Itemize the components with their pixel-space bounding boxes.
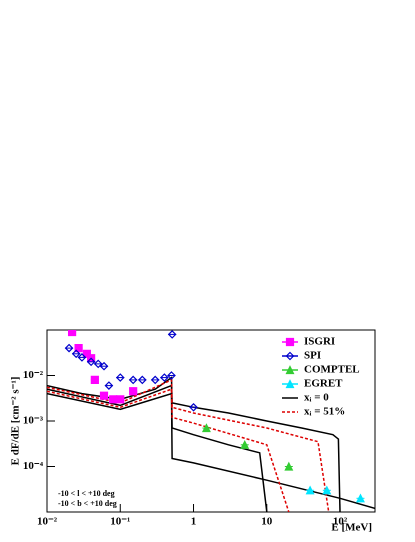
x-tick-label: 10² <box>333 516 348 528</box>
data-point <box>109 395 118 404</box>
data-point <box>240 439 250 449</box>
annotation: -10 < b < +10 deg <box>58 499 117 508</box>
data-point <box>86 357 96 367</box>
data-point <box>201 423 211 433</box>
legend-label: xᵢ = 51% <box>304 406 345 418</box>
y-tick-label: 10⁻⁴ <box>23 460 44 472</box>
data-point <box>93 359 103 369</box>
data-point <box>128 375 138 385</box>
data-point <box>189 402 198 412</box>
plot-frame <box>46 329 376 513</box>
data-point <box>115 373 125 382</box>
data-point <box>90 375 99 385</box>
data-point <box>285 337 295 347</box>
data-point <box>284 461 294 471</box>
data-point <box>77 353 87 362</box>
model-curve <box>47 384 268 512</box>
legend-label: xᵢ = 0 <box>304 392 329 404</box>
data-point <box>64 343 74 353</box>
data-point <box>167 371 176 380</box>
data-point <box>116 395 125 404</box>
data-point <box>104 381 114 390</box>
legend-label: EGRET <box>304 378 343 390</box>
data-point <box>322 485 332 495</box>
x-tick-label: 10 <box>261 516 273 528</box>
data-point <box>129 387 138 396</box>
data-point <box>99 391 109 400</box>
y-tick-label: 10⁻³ <box>23 415 44 427</box>
plot-area <box>47 330 375 512</box>
data-point <box>355 493 365 503</box>
y-axis-label: E dF/dE [cm⁻² s⁻¹] <box>10 377 22 466</box>
data-point <box>150 375 160 385</box>
data-point <box>285 351 295 361</box>
data-point <box>160 373 169 382</box>
data-point <box>74 344 83 353</box>
data-point <box>71 349 81 359</box>
data-point <box>285 365 295 375</box>
data-point <box>99 361 109 371</box>
annotation: -10 < l < +10 deg <box>58 489 115 498</box>
model-curve <box>47 388 290 512</box>
data-point <box>285 379 295 389</box>
legend-label: ISGRI <box>304 336 335 348</box>
data-point <box>137 375 147 385</box>
legend-label: SPI <box>304 350 321 362</box>
y-tick-label: 10⁻² <box>23 369 44 381</box>
model-curve <box>47 392 375 510</box>
data-point <box>305 485 315 495</box>
x-tick-label: 10⁻¹ <box>110 516 130 528</box>
x-tick-label: 10⁻² <box>37 516 58 528</box>
x-axis-label: E [MeV] <box>331 522 372 534</box>
x-tick-label: 1 <box>191 516 197 528</box>
legend-label: COMPTEL <box>304 364 360 376</box>
data-point <box>167 330 177 339</box>
data-point <box>67 330 77 337</box>
